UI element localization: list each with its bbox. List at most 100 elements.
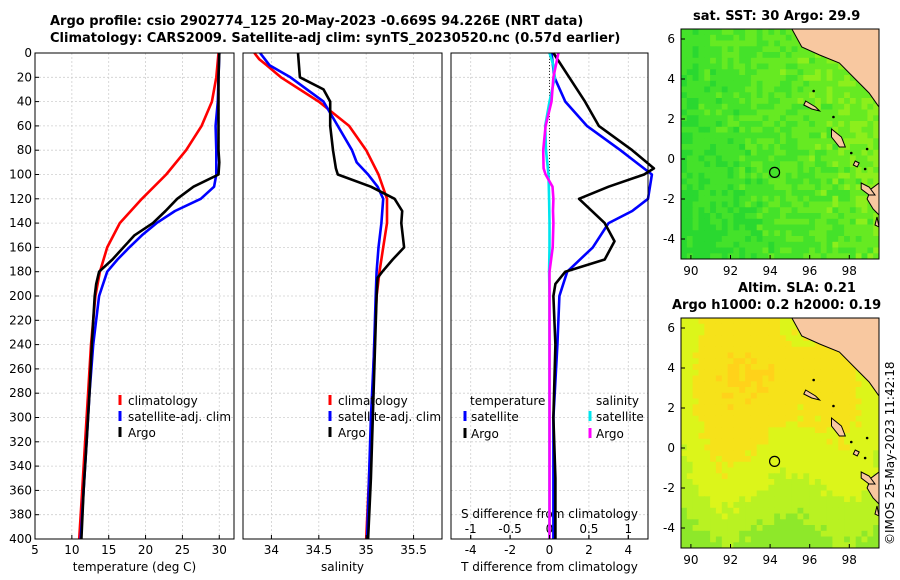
field-cell: [785, 184, 793, 191]
field-cell: [692, 34, 699, 42]
field-cell: [733, 530, 740, 538]
field-cell: [838, 103, 845, 111]
field-cell: [750, 34, 758, 42]
field-cell: [756, 427, 764, 434]
field-cell: [733, 109, 740, 116]
field-cell: [780, 138, 787, 145]
field-cell: [762, 109, 769, 116]
field-cell: [721, 387, 729, 394]
field-cell: [715, 346, 723, 354]
field-cell: [681, 421, 688, 428]
field-cell: [727, 329, 734, 336]
field-cell: [861, 415, 868, 423]
field-cell: [797, 467, 804, 474]
field-cell: [803, 461, 810, 469]
field-cell: [826, 236, 833, 243]
map-y-tick-label: 0: [667, 152, 675, 166]
field-cell: [756, 57, 764, 65]
field-cell: [791, 444, 798, 451]
field-cell: [756, 318, 764, 325]
field-cell: [681, 52, 688, 59]
field-cell: [704, 352, 711, 359]
field-cell: [844, 109, 851, 116]
field-cell: [791, 236, 798, 243]
field-cell: [727, 410, 734, 417]
field-cell: [715, 201, 723, 208]
field-cell: [814, 103, 822, 111]
field-cell: [797, 358, 804, 365]
land-islet-dot: [832, 115, 835, 119]
field-cell: [715, 132, 723, 139]
field-cell: [838, 115, 845, 122]
field-cell: [750, 490, 758, 497]
field-cell: [756, 34, 764, 42]
field-cell: [838, 496, 845, 503]
field-cell: [745, 92, 752, 99]
field-cell: [838, 63, 845, 70]
field-cell: [727, 433, 734, 440]
field-cell: [785, 433, 793, 440]
field-cell: [681, 230, 688, 237]
field-cell: [710, 352, 717, 359]
field-cell: [844, 369, 851, 377]
field-cell: [721, 352, 729, 359]
field-cell: [750, 144, 758, 151]
field-cell: [733, 103, 740, 111]
field-cell: [739, 201, 746, 208]
field-cell: [762, 126, 769, 134]
field-cell: [756, 86, 764, 93]
field-cell: [838, 392, 845, 400]
field-cell: [774, 484, 781, 492]
field-cell: [861, 178, 868, 185]
field-cell: [826, 63, 833, 70]
field-cell: [832, 467, 839, 474]
field-cell: [727, 247, 734, 254]
field-cell: [785, 236, 793, 243]
field-cell: [791, 126, 798, 134]
field-cell: [844, 69, 851, 76]
field-cell: [844, 207, 851, 214]
field-cell: [844, 473, 851, 480]
field-cell: [820, 224, 828, 231]
field-cell: [849, 207, 857, 214]
field-cell: [756, 247, 764, 254]
field-cell: [838, 513, 845, 520]
field-cell: [838, 92, 845, 99]
field-cell: [727, 172, 734, 180]
field-cell: [780, 507, 787, 515]
field-cell: [745, 467, 752, 474]
field-cell: [814, 392, 822, 400]
field-cell: [814, 427, 822, 434]
map-y-tick-label: 6: [667, 32, 675, 46]
field-cell: [762, 75, 769, 82]
field-cell: [745, 450, 752, 457]
field-cell: [838, 247, 845, 254]
field-cell: [739, 69, 746, 76]
field-cell: [686, 450, 694, 457]
field-cell: [692, 536, 699, 543]
field-cell: [710, 364, 717, 371]
field-cell: [861, 387, 868, 394]
x-tick-label: 10: [64, 543, 79, 557]
field-cell: [826, 467, 833, 474]
field-cell: [791, 507, 798, 515]
field-cell: [745, 230, 752, 237]
field-cell: [768, 433, 775, 440]
field-cell: [791, 438, 798, 446]
field-cell: [733, 218, 740, 226]
field-cell: [780, 230, 787, 237]
field-cell: [849, 195, 857, 203]
field-cell: [849, 98, 857, 105]
field-cell: [686, 473, 694, 480]
field-cell: [698, 467, 705, 474]
field-cell: [826, 536, 833, 543]
field-cell: [797, 236, 804, 243]
field-cell: [849, 364, 857, 371]
field-cell: [710, 34, 717, 42]
field-cell: [715, 138, 723, 145]
field-cell: [750, 247, 758, 254]
field-cell: [774, 415, 781, 423]
field-cell: [721, 149, 729, 157]
field-cell: [756, 75, 764, 82]
field-cell: [739, 507, 746, 515]
